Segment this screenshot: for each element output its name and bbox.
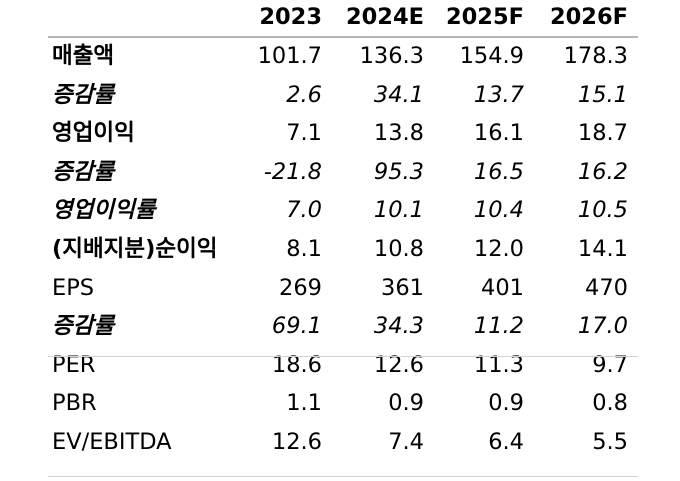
cell-2025f: 16.5 — [473, 158, 524, 185]
bottom-divider — [48, 476, 638, 477]
header-year-2023: 2023 — [259, 4, 322, 30]
header-year-2026f: 2026F — [550, 4, 628, 30]
cell-2024e: 34.3 — [373, 313, 424, 340]
row-per: PER 18.6 12.6 11.3 9.7 — [48, 346, 638, 385]
row-label: 증감률 — [52, 158, 115, 185]
cell-2024e: 0.9 — [388, 390, 424, 417]
cell-2023: 69.1 — [271, 313, 322, 340]
cell-2026f: 17.0 — [577, 313, 628, 340]
cell-2025f: 0.9 — [488, 390, 524, 417]
cell-2025f: 11.3 — [473, 351, 524, 378]
cell-2024e: 7.4 — [388, 428, 424, 455]
cell-2026f: 16.2 — [577, 158, 628, 185]
cell-2026f: 10.5 — [577, 197, 628, 224]
cell-2024e: 136.3 — [359, 43, 424, 69]
cell-2026f: 14.1 — [577, 235, 628, 262]
row-net-income: (지배지분)순이익 8.1 10.8 12.0 14.1 — [48, 230, 638, 269]
cell-2025f: 10.4 — [473, 197, 524, 224]
cell-2026f: 470 — [585, 274, 628, 301]
cell-2023: 2.6 — [286, 81, 322, 108]
cell-2024e: 12.6 — [373, 351, 424, 378]
cell-2023: 1.1 — [286, 390, 322, 417]
cell-2026f: 178.3 — [563, 43, 628, 69]
cell-2025f: 13.7 — [473, 81, 524, 108]
cell-2023: 12.6 — [271, 428, 322, 455]
header-divider — [48, 36, 638, 38]
cell-2026f: 15.1 — [577, 81, 628, 108]
cell-2023: -21.8 — [263, 158, 322, 185]
cell-2025f: 16.1 — [473, 120, 524, 147]
cell-2024e: 34.1 — [373, 81, 424, 108]
row-label: 매출액 — [52, 43, 115, 69]
cell-2025f: 12.0 — [473, 235, 524, 262]
row-ev-ebitda: EV/EBITDA 12.6 7.4 6.4 5.5 — [48, 423, 638, 462]
row-label: EV/EBITDA — [52, 428, 172, 455]
row-operating-profit: 영업이익 7.1 13.8 16.1 18.7 — [48, 114, 638, 153]
row-eps-growth: 증감률 69.1 34.3 11.2 17.0 — [48, 307, 638, 346]
cell-2024e: 13.8 — [373, 120, 424, 147]
row-label: 영업이익 — [52, 120, 135, 147]
row-revenue: 매출액 101.7 136.3 154.9 178.3 — [48, 37, 638, 76]
row-pbr: PBR 1.1 0.9 0.9 0.8 — [48, 384, 638, 423]
cell-2023: 269 — [279, 274, 322, 301]
cell-2026f: 5.5 — [592, 428, 628, 455]
cell-2023: 18.6 — [271, 351, 322, 378]
cell-2025f: 11.2 — [473, 313, 524, 340]
section-divider — [48, 356, 638, 357]
row-label: (지배지분)순이익 — [52, 235, 218, 262]
row-label: PER — [52, 351, 96, 378]
row-operating-margin: 영업이익률 7.0 10.1 10.4 10.5 — [48, 191, 638, 230]
row-label: PBR — [52, 390, 97, 417]
cell-2023: 8.1 — [286, 235, 322, 262]
row-label: 증감률 — [52, 81, 115, 108]
row-label: EPS — [52, 274, 95, 301]
financial-table: 2023 2024E 2025F 2026F 매출액 101.7 136.3 1… — [48, 0, 638, 462]
cell-2025f: 154.9 — [459, 43, 524, 69]
row-revenue-growth: 증감률 2.6 34.1 13.7 15.1 — [48, 76, 638, 115]
row-operating-profit-growth: 증감률 -21.8 95.3 16.5 16.2 — [48, 153, 638, 192]
cell-2026f: 18.7 — [577, 120, 628, 147]
cell-2024e: 95.3 — [373, 158, 424, 185]
cell-2024e: 10.1 — [373, 197, 424, 224]
cell-2025f: 401 — [481, 274, 524, 301]
cell-2026f: 9.7 — [592, 351, 628, 378]
row-eps: EPS 269 361 401 470 — [48, 269, 638, 308]
header-year-2024e: 2024E — [346, 4, 424, 30]
cell-2024e: 361 — [381, 274, 424, 301]
row-label: 증감률 — [52, 313, 115, 340]
cell-2026f: 0.8 — [592, 390, 628, 417]
cell-2023: 7.1 — [286, 120, 322, 147]
cell-2024e: 10.8 — [373, 235, 424, 262]
cell-2025f: 6.4 — [488, 428, 524, 455]
header-row: 2023 2024E 2025F 2026F — [48, 0, 638, 37]
cell-2023: 7.0 — [286, 197, 322, 224]
row-label: 영업이익률 — [52, 197, 156, 224]
header-year-2025f: 2025F — [446, 4, 524, 30]
cell-2023: 101.7 — [257, 43, 322, 69]
